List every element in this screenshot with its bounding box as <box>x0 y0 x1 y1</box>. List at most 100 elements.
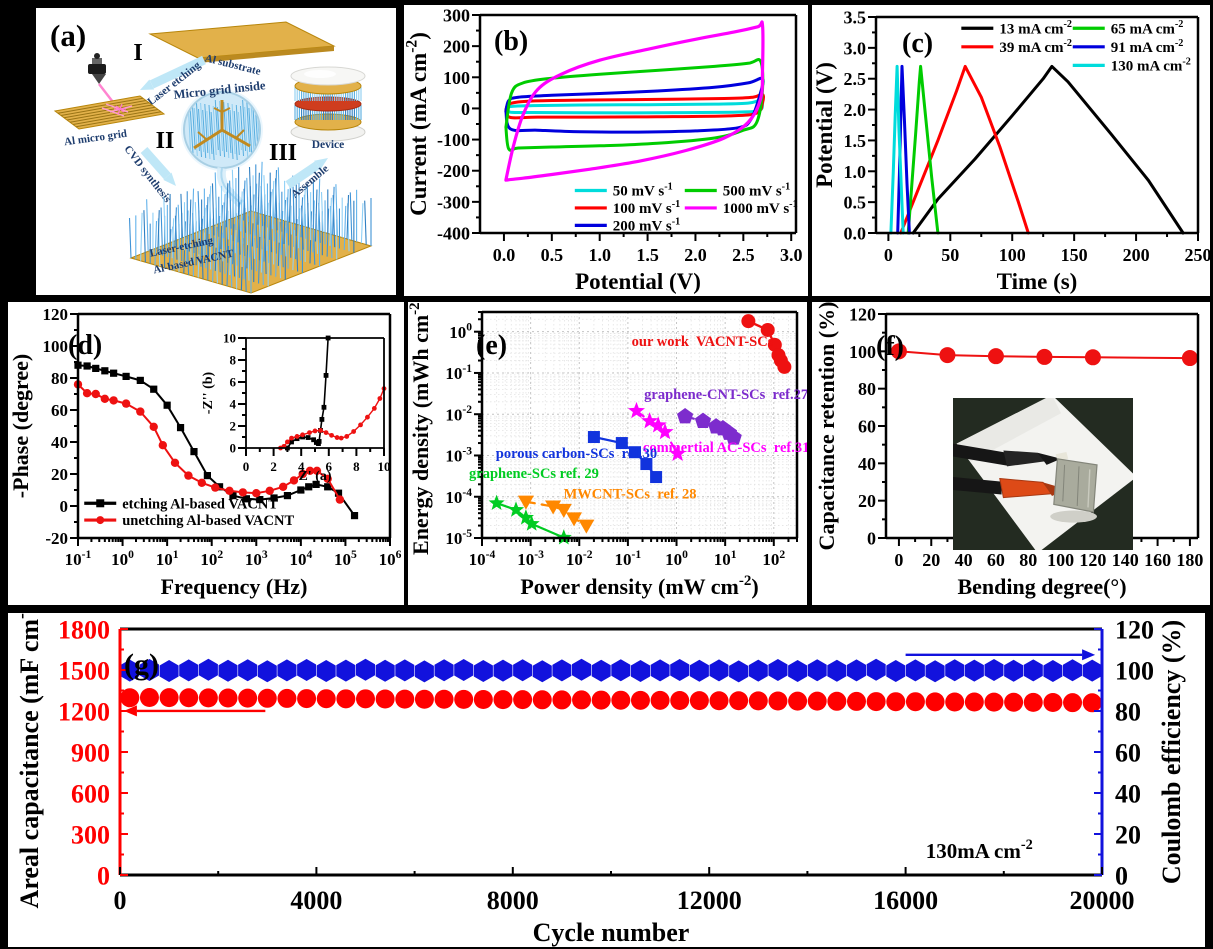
cycling-stability-chart: 0 4000 8000 12000 16000 200000300600900120015… <box>11 613 1186 947</box>
x-tick-label: 102 <box>200 548 223 569</box>
y-tick-label: 1800 <box>58 615 110 644</box>
x-tick-label: 8 <box>353 459 360 474</box>
y2-tick-label: 100 <box>1115 656 1154 685</box>
al-micro-grid-label: Al micro grid <box>63 128 127 149</box>
y-tick-label: 80 <box>858 379 876 399</box>
panel-d-bode-chart: 10-1 100 101 102 103 104 105 106 -20 0 20 40 60 80 100… <box>8 302 404 605</box>
series-mwcnt-scs-ref.-28 <box>517 495 595 534</box>
series-50-mv-s--1- <box>504 98 765 115</box>
chart-f: 0 20 40 60 80 100 120 140 160 180020406080100120B… <box>814 302 1203 599</box>
x-tick-label: 102 <box>762 548 785 569</box>
y-axis-title: Current (mA cm-2) <box>404 32 431 216</box>
y-tick-label: 4 <box>230 397 237 412</box>
ragone-plot: 10-4 10-3 10-2 10-1 100 101 10210-510-410-310-… <box>408 302 807 599</box>
x-tick-label: 101 <box>714 548 737 569</box>
annotation: commertial AC-SCs ref.31 <box>643 440 807 456</box>
chart-b: 0.0 0.5 1.0 1.5 2.0 2.5 3.0 -400 -300 -200 -100 0 10… <box>404 5 802 294</box>
y-tick-label: 20 <box>858 491 876 511</box>
chart-d_inset: 0 2 4 6 8 10 0 2 4 6 8 10 Z' (a) -Z'' (b) <box>201 331 391 484</box>
y-tick-label: -200 <box>437 161 470 181</box>
chart-e: 10-4 10-3 10-2 10-1 100 101 10210-510-410-310-… <box>408 302 807 599</box>
x-axis-title: Time (s) <box>997 269 1078 294</box>
legend-label: 91 mA cm-2 <box>1111 38 1184 56</box>
y-tick-label: 300 <box>443 5 470 25</box>
y-tick-label: 100 <box>849 342 876 362</box>
legend-label: 13 mA cm-2 <box>999 19 1072 37</box>
y2-tick-label: 0 <box>1115 861 1128 890</box>
y-tick-label: 2.0 <box>844 100 867 120</box>
y-tick-label: 1.5 <box>844 131 867 151</box>
y-tick-label: 1500 <box>58 656 110 685</box>
series-porous-carbon-scs-ref.30 <box>587 431 663 484</box>
legend-label: 100 mV s-1 <box>613 199 680 217</box>
x-tick-label: 100 <box>665 548 688 569</box>
legend-label: unetching Al-based VACNT <box>122 513 294 529</box>
series-our-work-vacnt-scs <box>741 314 792 374</box>
annotation: 130mA cm-2 <box>926 837 1033 863</box>
y-tick-label: 60 <box>858 416 876 436</box>
panel-b-cv-chart: 0.0 0.5 1.0 1.5 2.0 2.5 3.0 -400 -300 -200 -100 0 10… <box>404 5 808 296</box>
y-tick-label: -300 <box>437 192 470 212</box>
legend-item: 65 mA cm-2 <box>1072 19 1183 37</box>
x-tick-label: 4 <box>298 459 305 474</box>
annotation: our work VACNT-SCs <box>632 334 774 350</box>
legend-item: 39 mA cm-2 <box>961 38 1072 56</box>
x-axis-title: Power density (mW cm-2) <box>520 573 758 599</box>
x-tick-label: 80 <box>1019 550 1037 570</box>
y-tick-label: 100 <box>443 68 470 88</box>
panel-f-bending-chart: 0 20 40 60 80 100 120 140 160 180 0 20 40 60 80 100 120 B… <box>812 302 1210 605</box>
y-tick-label: 60 <box>51 401 68 420</box>
legend-item: 50 mV s-1 <box>574 181 673 200</box>
x-tick-label: 101 <box>156 548 179 569</box>
x-tick-label: 20000 <box>1070 886 1135 915</box>
y-tick-label: 3.0 <box>844 38 867 58</box>
y2-axis-title: Coulomb efficiency (%) <box>1157 620 1186 884</box>
x-tick-label: 100 <box>111 548 134 569</box>
series-1000-mv-s--1- <box>504 20 765 182</box>
y-tick-label: 100 <box>449 321 472 342</box>
legend-item: 200 mV s-1 <box>574 216 680 235</box>
y-tick-label: 40 <box>51 433 68 452</box>
y-tick-label: 40 <box>858 454 876 474</box>
y-tick-label: 0 <box>867 528 876 548</box>
x-tick-label: 0 <box>884 245 893 265</box>
x-tick-label: 0 <box>243 459 250 474</box>
series-graphene-cnt-scs-ref.27 <box>677 408 742 445</box>
legend-label: 39 mA cm-2 <box>999 38 1072 56</box>
panel-g-cycling-chart: 0 4000 8000 12000 16000 20000 0 300 600 900 1200 15… <box>8 613 1205 947</box>
panel-a-schematic: Al substrate I Laser etching Al micro grid I… <box>36 8 396 295</box>
x-tick-label: 105 <box>334 548 357 569</box>
step-iii-label: III <box>269 140 297 166</box>
x-tick-label: 103 <box>245 548 268 569</box>
x-tick-label: 40 <box>955 550 973 570</box>
x-tick-label: 10-1 <box>65 548 92 569</box>
y-tick-label: 120 <box>849 304 876 324</box>
panel-e-ragone-chart: 10-4 10-3 10-2 10-1 100 101 102 10-5 10-4 10-3 10-… <box>408 302 807 605</box>
y-axis-title: Areal capacitance (mF cm-2) <box>11 613 44 908</box>
y-tick-label: 10-4 <box>445 486 472 507</box>
legend-label: etching Al-based VACNT <box>122 496 278 512</box>
y2-tick-label: 40 <box>1115 779 1141 808</box>
legend-item: etching Al-based VACNT <box>84 496 278 512</box>
x-tick-label: 2.5 <box>732 245 755 265</box>
x-tick-label: 250 <box>1185 245 1211 265</box>
chart-d: 10-1 100 101 102 103 104 105 106-20020406080100… <box>8 305 402 599</box>
x-tick-label: 10-2 <box>566 548 593 569</box>
x-tick-label: 60 <box>987 550 1005 570</box>
x-tick-label: 6 <box>326 459 333 474</box>
y-tick-label: 0.0 <box>844 223 867 243</box>
x-tick-label: 20 <box>922 550 940 570</box>
gcd-curves-chart: 0 50 100 150 200 250 0.0 0.5 1.0 1.5 2.0 2.5 3.0 3.5 T… <box>812 7 1211 294</box>
y2-tick-label: 60 <box>1115 738 1141 767</box>
x-tick-label: 2 <box>270 459 277 474</box>
y-tick-label: 0 <box>230 441 237 456</box>
series-areal-capacitance <box>120 687 1102 713</box>
annotation: graphene-CNT-SCs ref.27 <box>644 387 807 403</box>
bent-device-photo <box>953 398 1133 550</box>
y-tick-label: 200 <box>443 37 470 57</box>
x-tick-label: 100 <box>999 245 1026 265</box>
legend-item: 13 mA cm-2 <box>961 19 1072 37</box>
x-axis-title: Z' (a) <box>298 469 331 484</box>
y-tick-label: 100 <box>43 337 69 356</box>
y-tick-label: 3.5 <box>844 7 867 27</box>
